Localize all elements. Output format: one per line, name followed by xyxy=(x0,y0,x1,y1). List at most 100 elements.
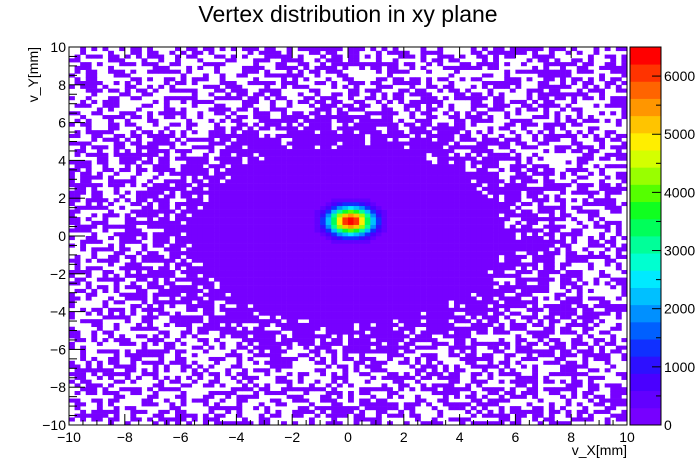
heatmap-cell xyxy=(325,217,332,222)
heatmap-cell xyxy=(437,292,444,297)
heatmap-cell xyxy=(308,307,315,312)
heatmap-cell xyxy=(359,285,366,290)
heatmap-cell xyxy=(454,141,460,146)
heatmap-cell xyxy=(258,387,265,392)
heatmap-cell xyxy=(375,258,382,263)
heatmap-cell xyxy=(392,258,399,263)
heatmap-cell xyxy=(381,383,388,388)
heatmap-cell xyxy=(303,167,310,173)
heatmap-cell xyxy=(403,356,410,362)
heatmap-cell xyxy=(353,270,360,275)
heatmap-cell xyxy=(258,145,265,150)
heatmap-cell xyxy=(420,353,427,358)
heatmap-cell xyxy=(437,232,444,237)
heatmap-cell xyxy=(74,164,81,169)
heatmap-cell xyxy=(431,198,438,203)
heatmap-cell xyxy=(303,247,310,252)
heatmap-cell xyxy=(342,322,349,328)
heatmap-cell xyxy=(303,270,310,275)
heatmap-cell xyxy=(387,73,393,78)
heatmap-cell xyxy=(398,118,405,123)
heatmap-cell xyxy=(370,92,377,97)
heatmap-cell xyxy=(437,285,444,290)
heatmap-cell xyxy=(236,167,243,173)
heatmap-cell xyxy=(119,160,126,165)
heatmap-cell xyxy=(454,118,460,123)
heatmap-cell xyxy=(247,375,254,380)
heatmap-cell xyxy=(375,99,382,104)
heatmap-cell xyxy=(364,160,371,165)
heatmap-cell xyxy=(448,288,455,293)
heatmap-cell xyxy=(437,156,444,161)
heatmap-cell xyxy=(219,198,226,203)
heatmap-cell xyxy=(124,273,131,278)
heatmap-cell xyxy=(186,266,193,271)
heatmap-cell xyxy=(442,398,449,403)
heatmap-cell xyxy=(342,296,349,301)
heatmap-cell xyxy=(275,368,282,373)
heatmap-cell xyxy=(281,341,287,346)
heatmap-cell xyxy=(392,338,399,343)
heatmap-cell xyxy=(124,190,131,195)
heatmap-cell xyxy=(370,307,377,312)
heatmap-cell xyxy=(247,160,254,165)
heatmap-cell xyxy=(258,167,265,173)
heatmap-cell xyxy=(342,232,349,237)
heatmap-cell xyxy=(219,152,226,157)
heatmap-cell xyxy=(169,209,176,214)
heatmap-cell xyxy=(253,183,260,188)
heatmap-cell xyxy=(247,65,254,70)
heatmap-cell xyxy=(359,141,366,146)
heatmap-cell xyxy=(269,296,276,301)
heatmap-cell xyxy=(197,179,204,184)
heatmap-cell xyxy=(364,243,371,248)
heatmap-cell xyxy=(96,326,103,331)
heatmap-cell xyxy=(130,179,137,184)
heatmap-cell xyxy=(163,409,170,414)
heatmap-cell xyxy=(403,326,410,331)
heatmap-cell xyxy=(297,296,304,301)
heatmap-cell xyxy=(325,273,332,278)
heatmap-cell xyxy=(476,304,483,309)
heatmap-cell xyxy=(387,183,393,188)
heatmap-cell xyxy=(253,307,260,312)
heatmap-cell xyxy=(420,156,427,161)
heatmap-cell xyxy=(74,406,81,411)
heatmap-cell xyxy=(348,390,354,396)
heatmap-cell xyxy=(230,149,237,154)
heatmap-cell xyxy=(197,398,204,403)
heatmap-cell xyxy=(437,270,444,275)
heatmap-cell xyxy=(208,409,215,414)
heatmap-cell xyxy=(258,322,265,328)
heatmap-cell xyxy=(342,239,349,244)
heatmap-cell xyxy=(292,356,299,362)
heatmap-cell xyxy=(342,201,349,207)
heatmap-cell xyxy=(208,209,215,214)
heatmap-cell xyxy=(387,315,393,320)
heatmap-cell xyxy=(91,99,98,104)
heatmap-cell xyxy=(331,326,338,331)
heatmap-cell xyxy=(320,186,326,191)
heatmap-cell xyxy=(431,285,438,290)
heatmap-cell xyxy=(364,417,371,422)
heatmap-cell xyxy=(85,201,92,207)
heatmap-cell xyxy=(420,300,427,305)
heatmap-cell xyxy=(481,387,488,392)
heatmap-cell xyxy=(331,220,338,225)
heatmap-cell xyxy=(225,390,232,396)
heatmap-cell xyxy=(398,220,405,225)
heatmap-cell xyxy=(403,217,410,222)
heatmap-cell xyxy=(297,73,304,78)
heatmap-cell xyxy=(476,228,483,233)
heatmap-cell xyxy=(442,251,449,256)
heatmap-cell xyxy=(152,149,159,154)
heatmap-cell xyxy=(359,341,366,346)
heatmap-cell xyxy=(169,141,176,146)
heatmap-cell xyxy=(353,292,360,297)
heatmap-cell xyxy=(325,96,332,101)
heatmap-cell xyxy=(364,198,371,203)
heatmap-cell xyxy=(69,96,75,101)
heatmap-cell xyxy=(476,194,483,199)
heatmap-cell xyxy=(375,175,382,180)
heatmap-cell xyxy=(331,65,338,70)
